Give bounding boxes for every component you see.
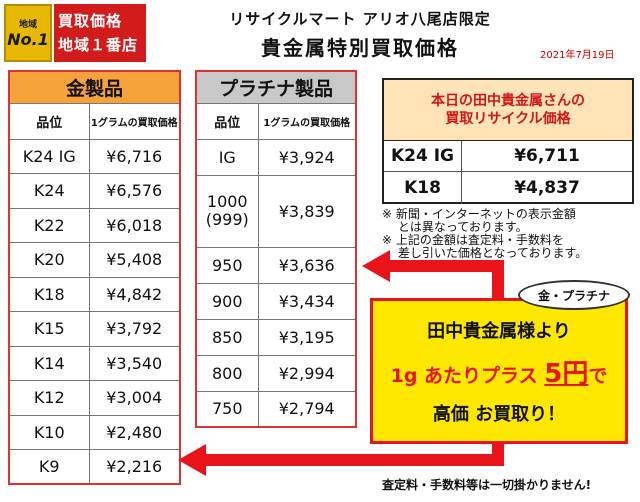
- no1-badge: 地域 No.1: [4, 4, 52, 62]
- price-cell: ¥3,540: [88, 345, 181, 381]
- grade-cell: 800: [195, 354, 259, 392]
- gold-platinum-bubble: 金・プラチナ: [518, 280, 630, 310]
- notes: ※ 新聞・インターネットの表示金額 とは異なっております。 ※ 上記の金額は査定…: [382, 208, 587, 260]
- price-cell: ¥3,792: [88, 311, 181, 347]
- grade-cell: K15: [8, 311, 90, 347]
- today-price: ¥6,711: [514, 146, 580, 166]
- table-row: K18 ¥4,842: [8, 276, 181, 312]
- table-row: K12 ¥3,004: [8, 380, 181, 416]
- date-label: 2021年7月19日: [540, 50, 615, 61]
- promo-line3: 高価 お買取り！: [432, 403, 566, 425]
- table-row: 750 ¥2,794: [195, 390, 357, 428]
- table-row: K24 ¥6,576: [8, 173, 181, 209]
- gold-price-table: 金製品 品位 1グラムの買取価格 K24 IG ¥6,716 K24 ¥6,576 …: [8, 70, 181, 485]
- grade-cell: 900: [195, 282, 259, 320]
- note-line: とは異なっております。: [382, 220, 528, 234]
- promo-line2-post: で: [588, 364, 608, 387]
- table-row: K14 ¥3,540: [8, 345, 181, 381]
- grade-cell: K10: [8, 414, 90, 450]
- badge-no1-text: No.1: [7, 30, 49, 49]
- platinum-col-price: 1グラムの買取価格: [257, 102, 357, 140]
- today-grade: K24 IG: [384, 141, 462, 171]
- table-row: K10 ¥2,480: [8, 414, 181, 450]
- price-cell: ¥3,004: [88, 380, 181, 416]
- grade-cell: 1000 (999): [195, 174, 259, 248]
- today-heading: 本日の田中貴金属さんの 買取リサイクル価格: [384, 80, 632, 141]
- platinum-col-grade: 品位: [195, 102, 259, 140]
- badge-slogan: 買取価格 地域１番店: [54, 4, 146, 62]
- badge-line2: 地域１番店: [58, 36, 139, 54]
- table-row: 800 ¥2,994: [195, 354, 357, 392]
- badge-small-text: 地域: [18, 20, 37, 30]
- table-row: K15 ¥3,792: [8, 311, 181, 347]
- grade-cell: K20: [8, 242, 90, 278]
- table-row: 900 ¥3,434: [195, 282, 357, 320]
- today-heading-line1: 本日の田中貴金属さんの: [431, 93, 585, 109]
- today-price: ¥4,837: [514, 177, 580, 198]
- grade-cell: IG: [195, 138, 259, 176]
- grade-cell: 850: [195, 318, 259, 356]
- footer-note: 査定料・手数料等は一切掛かりません!: [382, 478, 592, 492]
- price-cell: ¥3,636: [257, 246, 357, 284]
- today-heading-line2: 買取リサイクル価格: [445, 111, 571, 127]
- promo-line2-pre: 1g あたりプラス: [390, 364, 545, 387]
- platinum-table-title: プラチナ製品: [195, 70, 357, 104]
- price-cell: ¥3,924: [257, 138, 357, 176]
- table-row: IG ¥3,924: [195, 138, 357, 176]
- promo-box: 田中貴金属様より 1g あたりプラス 5円で 高価 お買取り！: [370, 298, 628, 444]
- store-name: リサイクルマート アリオ八尾店限定: [229, 10, 491, 28]
- price-cell: ¥6,576: [88, 173, 181, 209]
- grade-cell: K24 IG: [8, 138, 90, 174]
- price-cell: ¥3,839: [257, 174, 357, 248]
- ranking-badge: 地域 No.1 買取価格 地域１番店: [4, 4, 146, 62]
- note-line: ※ 上記の金額は査定料・手数料を: [382, 233, 564, 247]
- arrow-head-gold: [178, 444, 206, 476]
- grade-cell: 950: [195, 246, 259, 284]
- arrow-to-gold: [200, 444, 504, 466]
- grade-cell: K18: [8, 276, 90, 312]
- table-row: K22 ¥6,018: [8, 207, 181, 243]
- price-cell: ¥6,716: [88, 138, 181, 174]
- price-cell: ¥3,434: [257, 282, 357, 320]
- promo-bonus: 5円: [544, 358, 589, 389]
- today-row: K18 ¥4,837: [384, 172, 632, 203]
- price-cell: ¥2,480: [88, 414, 181, 450]
- gold-col-price: 1グラムの買取価格: [88, 102, 181, 140]
- note-line: ※ 新聞・インターネットの表示金額: [382, 207, 576, 221]
- arrow-to-platinum: [388, 260, 504, 298]
- table-row: 950 ¥3,636: [195, 246, 357, 284]
- promo-line2: 1g あたりプラス 5円で: [391, 353, 608, 390]
- grade-cell: K9: [8, 449, 90, 485]
- today-grade: K18: [384, 172, 462, 203]
- grade-cell: K14: [8, 345, 90, 381]
- table-row: 850 ¥3,195: [195, 318, 357, 356]
- price-cell: ¥5,408: [88, 242, 181, 278]
- price-cell: ¥2,216: [88, 449, 181, 485]
- price-cell: ¥6,018: [88, 207, 181, 243]
- promo-line1: 田中貴金属様より: [427, 320, 571, 342]
- price-cell: ¥4,842: [88, 276, 181, 312]
- today-row: K24 IG ¥6,711: [384, 141, 632, 172]
- grade-cell: K12: [8, 380, 90, 416]
- grade-cell: 750: [195, 390, 259, 428]
- table-row: 1000 (999) ¥3,839: [195, 174, 357, 248]
- gold-table-title: 金製品: [8, 70, 181, 104]
- grade-cell: K22: [8, 207, 90, 243]
- note-line: 差し引いた価格となっております。: [382, 246, 588, 260]
- today-price-box: 本日の田中貴金属さんの 買取リサイクル価格 K24 IG ¥6,711 K18 …: [382, 78, 634, 204]
- gold-col-grade: 品位: [8, 102, 90, 140]
- badge-line1: 買取価格: [58, 12, 123, 30]
- price-cell: ¥2,794: [257, 390, 357, 428]
- table-row: K9 ¥2,216: [8, 449, 181, 485]
- grade-cell: K24: [8, 173, 90, 209]
- page-title: 貴金属特別買取価格: [261, 36, 459, 60]
- table-row: K24 IG ¥6,716: [8, 138, 181, 174]
- price-cell: ¥2,994: [257, 354, 357, 392]
- table-row: K20 ¥5,408: [8, 242, 181, 278]
- price-cell: ¥3,195: [257, 318, 357, 356]
- platinum-price-table: プラチナ製品 品位 1グラムの買取価格 IG ¥3,924 1000 (999) ¥…: [195, 70, 357, 428]
